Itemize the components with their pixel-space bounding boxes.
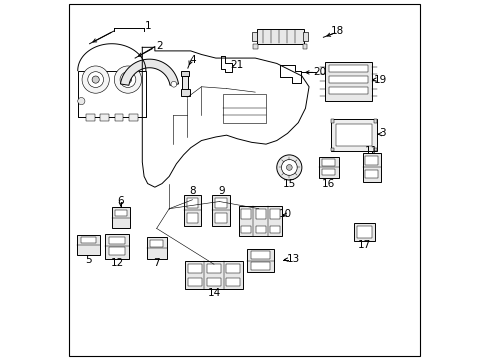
Text: 15: 15: [282, 179, 295, 189]
Bar: [362, 153, 380, 182]
Circle shape: [281, 159, 297, 175]
Text: 19: 19: [373, 75, 386, 85]
Polygon shape: [120, 59, 178, 85]
Bar: [81, 237, 96, 243]
Bar: [146, 237, 166, 259]
Text: 5: 5: [85, 255, 92, 265]
Bar: [357, 226, 371, 238]
Bar: [225, 264, 240, 273]
Circle shape: [276, 155, 301, 180]
Bar: [215, 213, 226, 223]
Bar: [353, 223, 375, 241]
Bar: [328, 76, 367, 83]
Bar: [109, 247, 125, 255]
Bar: [129, 114, 137, 121]
Bar: [109, 237, 125, 244]
Bar: [182, 76, 188, 90]
Bar: [77, 234, 100, 255]
Bar: [150, 240, 163, 247]
Bar: [181, 71, 189, 76]
Circle shape: [124, 76, 131, 83]
Text: 11: 11: [365, 145, 378, 156]
Text: 3: 3: [379, 129, 385, 138]
Bar: [100, 114, 109, 121]
Bar: [186, 213, 198, 223]
Bar: [253, 44, 257, 49]
Bar: [325, 62, 371, 101]
Bar: [183, 195, 201, 226]
Bar: [322, 169, 335, 175]
Bar: [328, 87, 367, 94]
Bar: [105, 234, 129, 259]
Bar: [206, 278, 221, 286]
Text: 14: 14: [207, 288, 220, 298]
Text: 12: 12: [110, 258, 123, 268]
Text: 9: 9: [218, 186, 224, 197]
Bar: [269, 209, 280, 219]
Bar: [302, 32, 307, 41]
Bar: [112, 207, 129, 228]
Bar: [215, 198, 226, 208]
Circle shape: [88, 72, 103, 87]
Bar: [246, 249, 274, 272]
Bar: [365, 156, 378, 165]
Bar: [186, 198, 198, 208]
Circle shape: [171, 81, 176, 87]
Circle shape: [82, 66, 109, 93]
Bar: [251, 262, 269, 270]
Text: 16: 16: [322, 179, 335, 189]
Bar: [251, 251, 269, 258]
Bar: [212, 195, 230, 226]
Bar: [115, 210, 126, 216]
Bar: [269, 226, 280, 233]
Bar: [206, 264, 221, 273]
Bar: [185, 261, 242, 289]
Bar: [180, 89, 190, 96]
Text: 21: 21: [230, 60, 244, 70]
Circle shape: [120, 72, 136, 87]
Bar: [187, 264, 202, 273]
Text: 2: 2: [156, 41, 162, 50]
Bar: [330, 119, 376, 151]
Text: 8: 8: [189, 186, 195, 197]
Bar: [322, 159, 335, 166]
Text: 7: 7: [153, 258, 160, 268]
Bar: [241, 209, 251, 219]
Bar: [373, 148, 376, 151]
Bar: [241, 226, 251, 233]
Bar: [86, 114, 94, 121]
Bar: [187, 278, 202, 286]
Bar: [225, 278, 240, 286]
Circle shape: [78, 98, 85, 105]
Bar: [303, 44, 306, 49]
Text: 6: 6: [117, 196, 124, 206]
Bar: [223, 94, 265, 123]
Bar: [115, 114, 123, 121]
Text: 13: 13: [286, 254, 300, 264]
Bar: [335, 125, 371, 146]
Circle shape: [114, 66, 142, 93]
Text: 18: 18: [330, 26, 344, 36]
Bar: [328, 65, 367, 72]
Bar: [252, 32, 257, 41]
Text: 4: 4: [189, 55, 195, 65]
Bar: [373, 119, 376, 123]
Circle shape: [286, 165, 292, 170]
Bar: [365, 170, 378, 178]
Text: 20: 20: [313, 67, 325, 77]
Bar: [318, 157, 338, 178]
Bar: [330, 119, 333, 123]
Circle shape: [92, 76, 99, 83]
Bar: [78, 71, 145, 117]
Text: 17: 17: [357, 240, 370, 250]
Text: 10: 10: [279, 209, 292, 219]
Bar: [255, 209, 265, 219]
Bar: [330, 148, 333, 151]
Text: 1: 1: [144, 21, 151, 31]
Bar: [255, 226, 265, 233]
Bar: [239, 206, 282, 236]
Bar: [257, 29, 303, 44]
